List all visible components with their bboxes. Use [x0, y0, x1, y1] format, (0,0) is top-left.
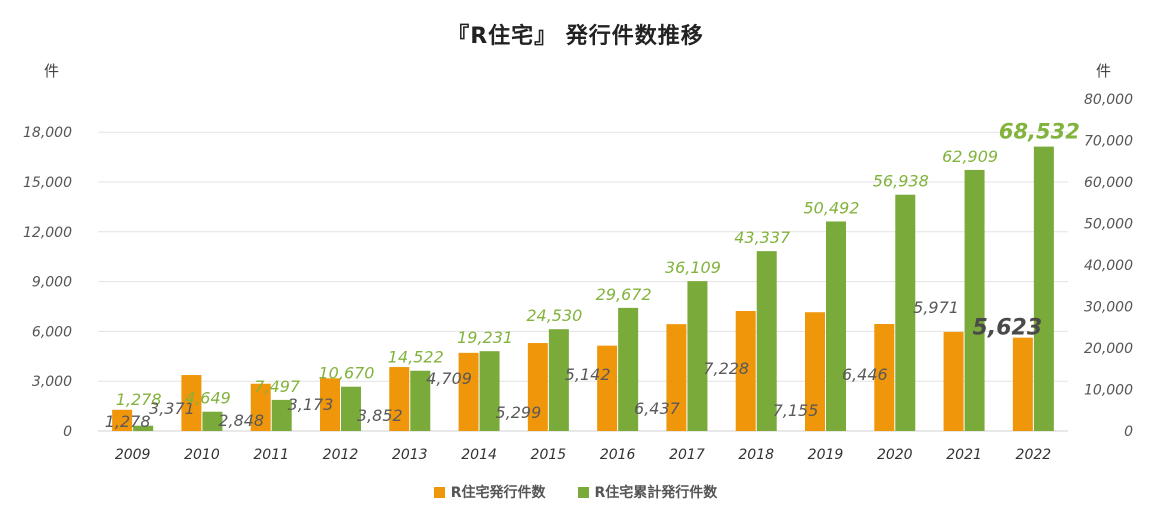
legend-item-annual: R住宅発行件数 — [433, 482, 546, 502]
x-axis-tick-label: 2014 — [461, 447, 497, 463]
bar-annual — [943, 331, 964, 431]
x-axis-tick-label: 2017 — [669, 447, 705, 463]
data-label-annual: 7,228 — [703, 359, 749, 378]
bar-cumulative — [687, 281, 708, 431]
left-axis-tick-label: 18,000 — [23, 125, 72, 141]
bar-cumulative — [410, 370, 431, 431]
bar-cumulative — [202, 411, 223, 431]
data-label-annual: 1,278 — [105, 412, 151, 431]
data-label-cumulative: 19,231 — [457, 328, 513, 347]
right-axis-tick-label: 0 — [1124, 424, 1133, 440]
data-label-cumulative: 29,672 — [596, 285, 652, 304]
data-label-annual: 3,173 — [288, 395, 334, 414]
x-axis-tick-label: 2020 — [877, 447, 913, 463]
left-axis-unit: 件 — [44, 62, 60, 80]
bar-cumulative — [479, 351, 500, 431]
bar-annual — [112, 409, 133, 431]
bar-annual — [389, 367, 410, 431]
left-axis-tick-label: 9,000 — [32, 275, 72, 291]
bar-annual — [181, 375, 202, 431]
legend: R住宅発行件数 R住宅累計発行件数 — [0, 482, 1151, 502]
data-label-cumulative: 36,109 — [665, 258, 721, 277]
data-label-annual: 5,299 — [495, 403, 541, 422]
x-axis-tick-label: 2016 — [600, 447, 636, 463]
bar-cumulative — [756, 251, 777, 431]
legend-item-cumulative: R住宅累計発行件数 — [577, 482, 718, 502]
data-label-cumulative: 1,278 — [116, 390, 162, 409]
x-axis-tick-label: 2019 — [808, 447, 844, 463]
chart-title: 『R住宅』 発行件数推移 — [447, 24, 704, 49]
bar-cumulative — [133, 425, 154, 431]
legend-swatch-annual — [433, 486, 445, 498]
bar-cumulative — [1033, 146, 1054, 431]
data-label-cumulative: 14,522 — [388, 348, 444, 367]
x-axis-tick-label: 2022 — [1016, 447, 1052, 463]
data-label-annual: 5,142 — [565, 365, 611, 384]
legend-swatch-cumulative — [577, 486, 589, 498]
bar-annual — [805, 312, 825, 431]
data-label-cumulative: 56,938 — [873, 172, 929, 191]
right-axis-unit: 件 — [1096, 62, 1112, 80]
bar-cumulative — [964, 169, 985, 431]
bar-annual — [250, 383, 271, 431]
left-axis-tick-label: 6,000 — [32, 324, 72, 340]
bar-annual — [735, 311, 756, 431]
data-label-annual: 2,848 — [218, 411, 264, 430]
bar-cumulative — [271, 399, 292, 431]
right-axis-tick-label: 50,000 — [1084, 217, 1133, 233]
data-label-annual: 4,709 — [426, 369, 472, 388]
right-axis-tick-label: 30,000 — [1084, 300, 1133, 316]
bar-annual — [1012, 337, 1033, 431]
x-axis-tick-label: 2018 — [738, 447, 774, 463]
bar-cumulative — [618, 307, 639, 431]
data-label-cumulative: 50,492 — [804, 198, 860, 217]
x-axis-tick-label: 2009 — [115, 447, 151, 463]
right-axis-tick-label: 20,000 — [1084, 341, 1133, 357]
bar-annual — [458, 352, 479, 431]
bar-cumulative — [341, 386, 361, 431]
data-label-cumulative: 4,649 — [185, 389, 231, 408]
bar-annual — [320, 378, 340, 431]
data-label-cumulative: 10,670 — [319, 364, 375, 383]
data-label-annual: 5,623 — [973, 316, 1043, 341]
left-axis-tick-label: 15,000 — [23, 175, 72, 191]
right-axis-tick-label: 80,000 — [1084, 92, 1133, 108]
legend-label-annual: R住宅発行件数 — [450, 485, 546, 501]
bar-annual — [527, 343, 548, 431]
x-axis-tick-label: 2012 — [323, 447, 359, 463]
bar-cumulative — [826, 221, 846, 431]
right-axis-tick-label: 40,000 — [1084, 258, 1133, 274]
data-label-cumulative: 68,532 — [999, 120, 1080, 144]
x-axis-tick-label: 2010 — [184, 447, 220, 463]
x-axis-tick-label: 2021 — [946, 447, 982, 463]
data-label-cumulative: 24,530 — [526, 306, 582, 325]
bar-annual — [874, 323, 895, 431]
data-label-cumulative: 43,337 — [734, 228, 791, 247]
x-axis-tick-label: 2011 — [253, 447, 289, 463]
bar-annual — [597, 345, 618, 431]
left-axis-tick-label: 12,000 — [23, 225, 72, 241]
data-label-cumulative: 62,909 — [942, 147, 998, 166]
data-label-annual: 3,852 — [357, 406, 403, 425]
data-label-annual: 6,446 — [842, 365, 888, 384]
right-axis-tick-label: 60,000 — [1084, 175, 1133, 191]
bar-cumulative — [548, 329, 569, 431]
legend-label-cumulative: R住宅累計発行件数 — [594, 485, 718, 501]
bar-annual — [666, 324, 687, 431]
left-axis-tick-label: 0 — [63, 424, 72, 440]
bar-cumulative — [895, 194, 916, 431]
data-label-annual: 3,371 — [149, 399, 195, 418]
data-label-cumulative: 7,497 — [254, 377, 301, 396]
left-axis-tick-label: 3,000 — [32, 374, 72, 390]
x-axis-tick-label: 2013 — [392, 447, 428, 463]
x-axis-tick-label: 2015 — [531, 447, 567, 463]
data-label-annual: 5,971 — [913, 298, 959, 317]
right-axis-tick-label: 10,000 — [1084, 383, 1133, 399]
data-label-annual: 7,155 — [773, 401, 819, 420]
data-label-annual: 6,437 — [634, 399, 681, 418]
right-axis-tick-label: 70,000 — [1084, 134, 1133, 150]
